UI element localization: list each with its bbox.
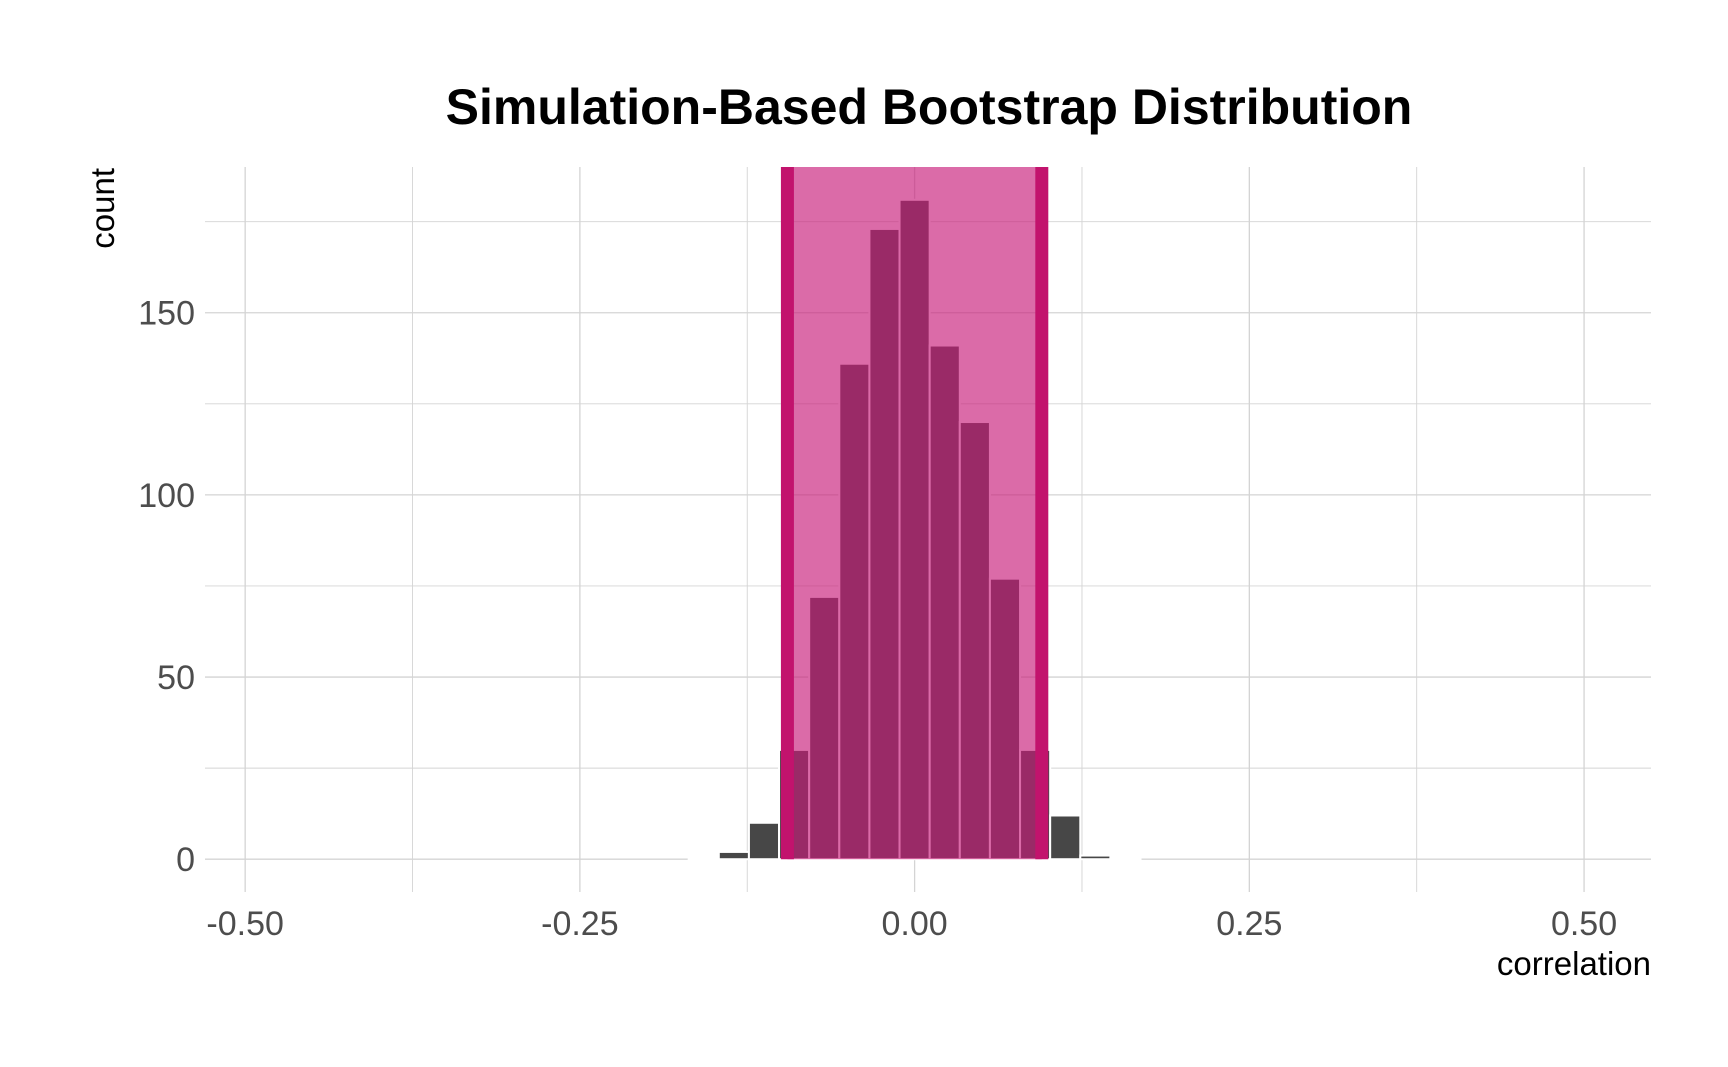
y-tick-label: 50 bbox=[157, 659, 195, 697]
confidence-interval bbox=[780, 167, 1049, 860]
histogram-bar bbox=[1079, 854, 1112, 861]
interval-shade bbox=[787, 167, 1042, 860]
y-tick-label: 150 bbox=[138, 295, 195, 333]
histogram-bar bbox=[717, 850, 750, 861]
x-tick-label: -0.25 bbox=[541, 905, 619, 943]
y-axis-label: count bbox=[84, 168, 121, 249]
histogram-bar bbox=[1049, 814, 1082, 861]
y-tick-label: 0 bbox=[176, 841, 195, 879]
histogram-bar bbox=[1109, 856, 1142, 861]
x-tick-label: 0.25 bbox=[1216, 905, 1282, 943]
histogram-bar bbox=[687, 856, 720, 861]
histogram-bar bbox=[747, 821, 781, 861]
x-tick-label: -0.50 bbox=[206, 905, 284, 943]
x-axis-label: correlation bbox=[1497, 945, 1651, 982]
chart-title: Simulation-Based Bootstrap Distribution bbox=[446, 79, 1413, 135]
y-tick-label: 100 bbox=[138, 477, 195, 515]
x-tick-label: 0.00 bbox=[882, 905, 948, 943]
tick-labels: -0.50 -0.25 0.00 0.25 0.50 0 50 100 150 bbox=[138, 295, 1617, 943]
x-tick-label: 0.50 bbox=[1551, 905, 1617, 943]
